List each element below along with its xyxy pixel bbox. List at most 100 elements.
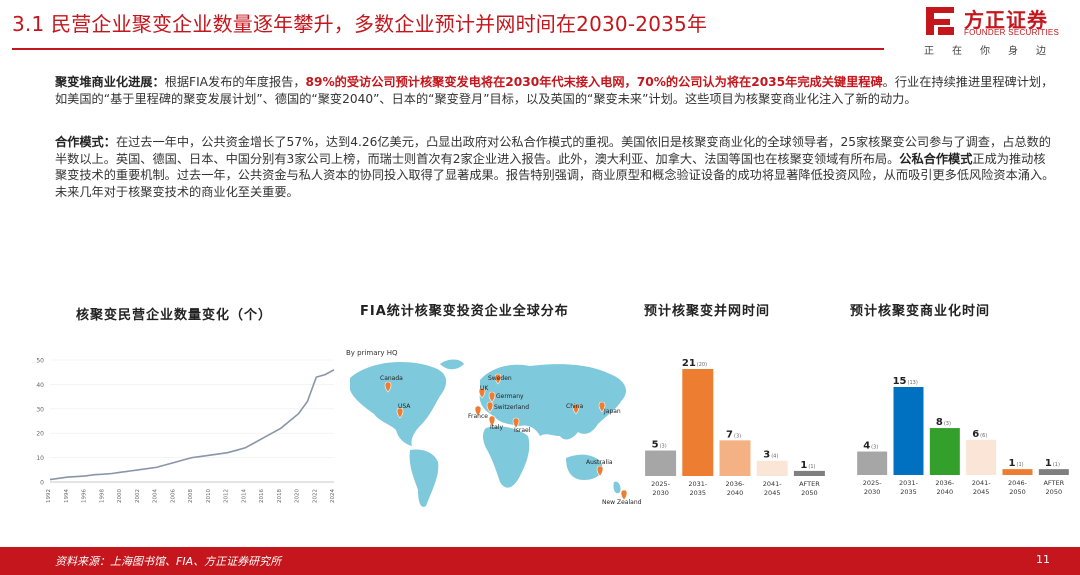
bar-secondary-label: (3) [871, 445, 878, 451]
map-markers [384, 373, 628, 501]
bar-value-label: 8 [936, 417, 943, 428]
map-marker-switzerland [486, 401, 494, 413]
map-land [350, 359, 626, 507]
bar-category-label: 2041- [972, 479, 992, 487]
bar-secondary-label: (1) [1017, 462, 1024, 468]
bar-secondary-label: (1) [1053, 462, 1060, 468]
bar-secondary-label: (1) [808, 464, 815, 470]
bar-category-label: 2040 [727, 489, 744, 497]
bar-secondary-label: (3) [660, 444, 667, 450]
bar-category-label: 2030 [652, 489, 669, 497]
bar-secondary-label: (13) [908, 380, 918, 386]
header-divider [12, 48, 884, 50]
line-series [49, 369, 335, 481]
paragraph2-text2: 正成为推动核聚变技术的重要机制。过去一年，公共资金与私人资本的协同投入取得了显著… [55, 151, 1055, 199]
page-number: 11 [1036, 553, 1050, 566]
line-x-tick-label: 2020 [295, 489, 301, 503]
map-label: Japan [603, 408, 621, 415]
line-x-tick-label: 1992 [46, 489, 52, 503]
footer-source: 资料来源：上海图书馆、FIA、方正证券研究所 [55, 555, 282, 568]
map-marker-new-zealand [620, 489, 628, 501]
line-x-tick-label: 2018 [277, 489, 283, 503]
map-label: New Zealand [602, 499, 642, 506]
bar-category-label: 2035 [900, 488, 917, 496]
commercial-chart-title: 预计核聚变商业化时间 [850, 304, 991, 319]
map-labels: Canada USA UK Sweden Germany Switzerland Franc… [380, 375, 642, 506]
footer-bar: 资料来源：上海图书馆、FIA、方正证券研究所 11 [0, 547, 1080, 575]
bar-value-label: 15 [893, 376, 907, 387]
line-chart: 0 10 20 30 40 50 1992 1994 1996 1998 2000 2002 2004 2… [36, 358, 336, 504]
brand-name-en: FOUNDER SECURITIES [964, 28, 1060, 37]
map-marker-uk [478, 387, 486, 399]
bar-value-label: 1 [1045, 458, 1052, 469]
line-x-tick-label: 2016 [259, 489, 265, 503]
line-chart-title: 核聚变民营企业数量变化（个） [76, 308, 273, 323]
map-label: USA [398, 403, 411, 410]
line-x-tick-label: 2024 [330, 489, 336, 503]
bar-category-label: 2040 [937, 488, 954, 496]
line-x-tick-label: 2008 [188, 489, 194, 503]
line-x-tick-label: 2006 [170, 489, 176, 503]
bar-value-label: 1 [1009, 458, 1016, 469]
bar-category-label: 2025- [863, 479, 883, 487]
line-x-tick-label: 2002 [135, 489, 141, 503]
paragraph1-highlight: 89%的受访公司预计核聚变发电将在2030年代末接入电网，70%的公司认为将在2… [305, 75, 883, 89]
line-x-tick-label: 1996 [82, 489, 88, 503]
bar-value-label: 1 [800, 460, 807, 471]
line-x-tick-label: 2012 [224, 489, 230, 503]
bar-category-label: 2036- [726, 480, 746, 488]
map-title: FIA统计核聚变投资企业全球分布 [360, 304, 569, 319]
line-y-tick-label: 40 [36, 382, 44, 389]
map-marker-sweden [494, 373, 502, 385]
grid-chart-title: 预计核聚变并网时间 [644, 304, 771, 319]
line-x-tick-label: 1994 [64, 489, 70, 503]
paragraph1-intro: 根据FIA发布的年度报告， [164, 75, 306, 89]
line-y-tick-label: 0 [40, 480, 44, 487]
bar-secondary-label: (20) [697, 362, 707, 368]
bar-category-label: 2045 [973, 488, 990, 496]
map-marker-usa [396, 407, 404, 419]
map-label: China [566, 403, 583, 410]
paragraph-cooperation: 合作模式：在过去一年中，公共资金增长了57%，达到4.26亿美元，凸显出政府对公… [55, 134, 1055, 200]
map-label: Germany [496, 393, 524, 400]
bar [719, 440, 751, 476]
bar [1002, 469, 1033, 475]
bar [793, 470, 825, 476]
map-marker-italy [488, 415, 496, 427]
bar-category-label: AFTER [1043, 479, 1064, 487]
bar-secondary-label: (3) [734, 433, 741, 439]
paragraph1-label: 聚变堆商业化进展： [55, 75, 165, 89]
line-x-tick-label: 2022 [312, 489, 318, 503]
map-label: Canada [380, 375, 403, 382]
bar-value-label: 3 [763, 450, 770, 461]
paragraph2-label: 合作模式： [55, 135, 116, 149]
bar [756, 460, 788, 476]
bar-value-label: 5 [652, 440, 659, 451]
bar-category-label: 2030 [864, 488, 881, 496]
bar [929, 428, 960, 475]
bar-category-label: 2036- [935, 479, 955, 487]
brand-slogan: 正在你身边 [924, 46, 1064, 57]
line-y-tick-label: 30 [36, 406, 44, 413]
bar [893, 387, 924, 475]
bar [857, 451, 888, 475]
bar-secondary-label: (4) [771, 454, 778, 460]
bar-category-label: 2050 [801, 489, 818, 497]
map-label: Israel [514, 427, 531, 434]
paragraph2-bold: 公私合作模式 [899, 151, 973, 166]
bar [966, 439, 997, 475]
bar-category-label: 2050 [1009, 488, 1026, 496]
map-label: France [468, 413, 488, 420]
bar-category-label: 2050 [1046, 488, 1063, 496]
map-marker-japan [598, 401, 606, 413]
bar-value-label: 6 [972, 429, 979, 440]
bar [1038, 469, 1069, 475]
bar-category-label: 2045 [764, 489, 781, 497]
map-label: UK [480, 385, 489, 392]
bar-category-label: AFTER [799, 480, 820, 488]
bar-value-label: 7 [726, 429, 733, 440]
bar-value-label: 21 [682, 358, 696, 369]
brand-logo: 方正证券 FOUNDER SECURITIES 正在你身边 [904, 2, 1074, 57]
